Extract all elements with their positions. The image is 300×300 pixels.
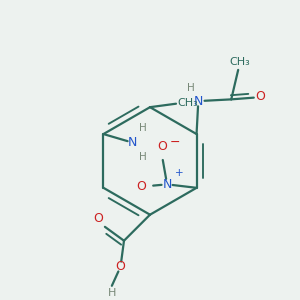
Text: N: N <box>194 94 203 108</box>
Text: H: H <box>187 83 194 94</box>
Text: O: O <box>255 90 265 103</box>
Text: +: + <box>175 168 183 178</box>
Text: H: H <box>139 152 147 162</box>
Text: CH₃: CH₃ <box>230 57 250 67</box>
Text: −: − <box>169 136 180 148</box>
Text: H: H <box>139 123 147 133</box>
Text: N: N <box>162 178 172 191</box>
Text: O: O <box>116 260 125 273</box>
Text: O: O <box>157 140 167 153</box>
Text: H: H <box>108 287 116 298</box>
Text: O: O <box>136 180 146 193</box>
Text: N: N <box>128 136 138 149</box>
Text: CH₃: CH₃ <box>178 98 199 108</box>
Text: O: O <box>93 212 103 225</box>
